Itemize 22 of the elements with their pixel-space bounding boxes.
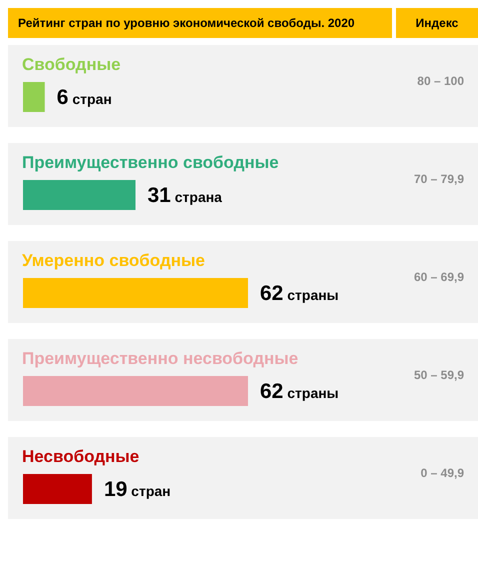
- bar: [23, 278, 248, 308]
- data-label: 62 страны: [260, 282, 339, 305]
- bar: [23, 474, 92, 504]
- y-tick-label: Несвободные: [22, 447, 140, 466]
- data-label: 31 страна: [148, 184, 222, 207]
- bar: [23, 180, 136, 210]
- text: 50 – 59,9: [414, 368, 464, 382]
- data-label: 62 страны: [260, 380, 339, 403]
- y-tick-label: Свободные: [22, 55, 121, 74]
- text: Индекс: [396, 8, 478, 38]
- text: 60 – 69,9: [414, 270, 464, 284]
- y-tick-label: Умеренно свободные: [22, 251, 205, 270]
- chart-title: Рейтинг стран по уровню экономической свободы. 2020: [8, 8, 392, 38]
- data-label: 19 стран: [104, 478, 171, 501]
- bar: [23, 82, 45, 112]
- data-label: 6 стран: [56, 86, 112, 109]
- text: 80 – 100: [417, 74, 464, 88]
- text: 70 – 79,9: [414, 172, 464, 186]
- y-tick-label: Преимущественно свободные: [22, 153, 279, 172]
- y-tick-label: Преимущественно несвободные: [22, 349, 298, 368]
- bar: [23, 376, 248, 406]
- text: 0 – 49,9: [420, 466, 464, 480]
